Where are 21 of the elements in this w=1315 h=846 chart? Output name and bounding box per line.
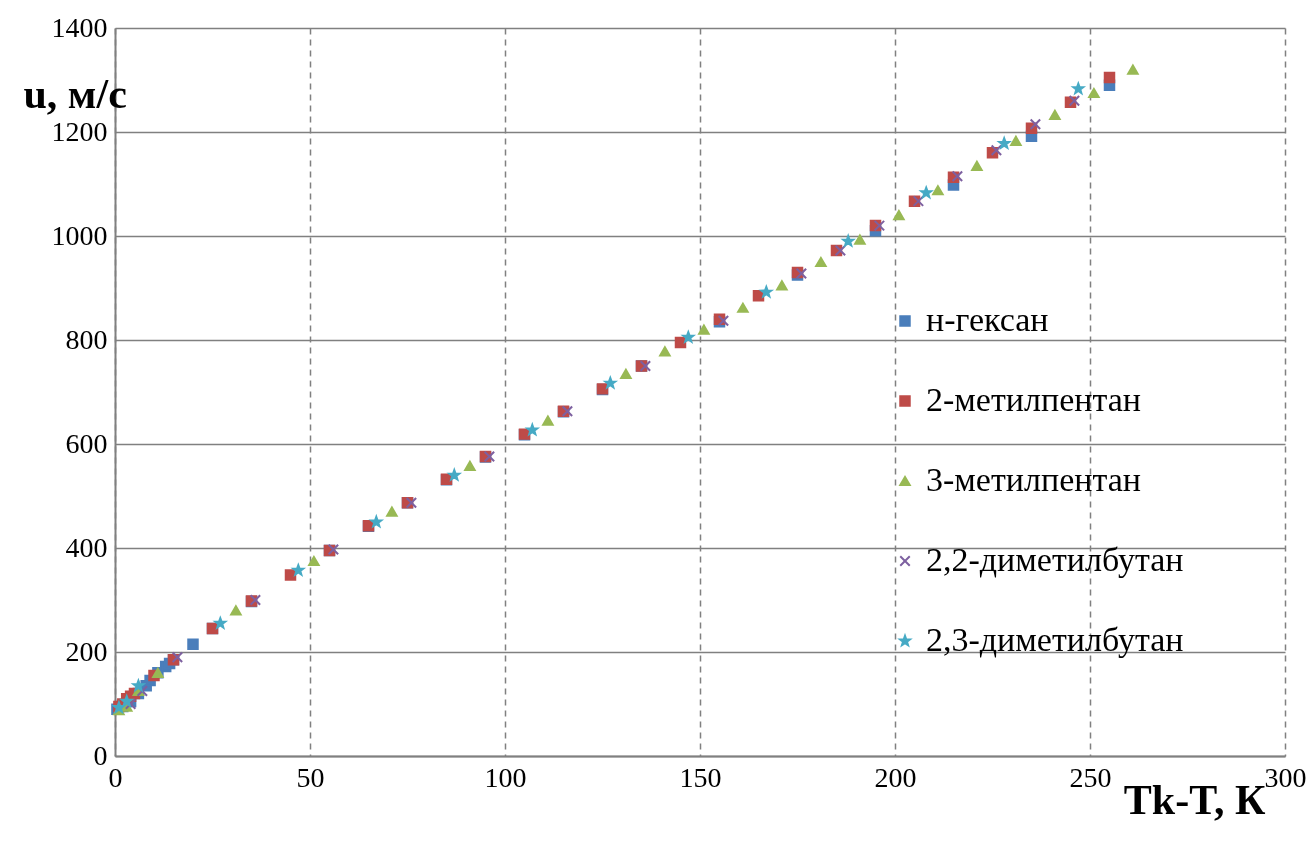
y-tick-label: 1200 [51, 115, 108, 147]
y-tick-label: 1400 [51, 11, 108, 43]
x-tick-label: 250 [1069, 761, 1112, 793]
legend-label: 2,3-диметилбутан [926, 621, 1184, 658]
legend-label: н-гексан [926, 301, 1049, 338]
x-axis-title: Tk-T, К [1123, 776, 1267, 823]
x-tick-label: 150 [679, 761, 722, 793]
x-tick-label: 50 [296, 761, 325, 793]
x-tick-label: 300 [1264, 761, 1307, 793]
y-axis-title: u, м/с [23, 70, 127, 117]
y-tick-label: 0 [93, 739, 108, 771]
y-tick-label: 800 [65, 323, 108, 355]
x-tick-label: 100 [484, 761, 527, 793]
y-tick-label: 1000 [51, 219, 108, 251]
legend-label: 3-метилпентан [926, 461, 1141, 498]
legend-label: 2-метилпентан [926, 381, 1141, 418]
x-tick-label: 200 [874, 761, 917, 793]
y-tick-label: 200 [65, 635, 108, 667]
legend-label: 2,2-диметилбутан [926, 541, 1184, 578]
y-tick-label: 400 [65, 531, 108, 563]
y-tick-label: 600 [65, 427, 108, 459]
